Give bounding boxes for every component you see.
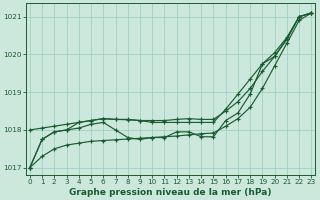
X-axis label: Graphe pression niveau de la mer (hPa): Graphe pression niveau de la mer (hPa) bbox=[69, 188, 272, 197]
